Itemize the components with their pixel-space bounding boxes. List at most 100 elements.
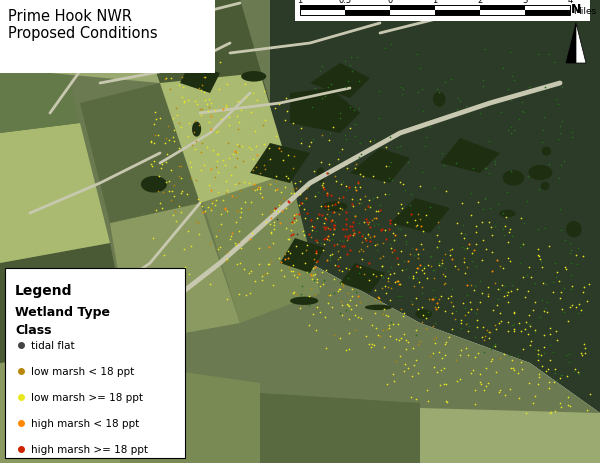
Point <box>406 250 415 258</box>
Point <box>411 357 421 364</box>
Point <box>311 237 320 244</box>
Point <box>445 251 455 259</box>
Point <box>441 381 451 388</box>
Point <box>296 125 305 132</box>
Point <box>463 328 473 335</box>
Point <box>246 199 256 206</box>
Point <box>161 135 171 143</box>
Point <box>169 138 179 145</box>
Point <box>346 62 355 69</box>
Point <box>573 244 583 252</box>
Point <box>554 175 563 182</box>
Point <box>533 246 543 253</box>
Point <box>319 224 329 231</box>
Point <box>297 250 307 257</box>
Point <box>153 61 163 68</box>
Point <box>337 146 347 154</box>
Point <box>505 49 514 56</box>
Point <box>582 298 592 305</box>
Point <box>215 59 225 67</box>
Point <box>289 288 299 295</box>
Point <box>386 245 395 253</box>
Point <box>265 244 274 251</box>
Point <box>458 300 468 307</box>
Point <box>544 384 553 392</box>
Polygon shape <box>250 144 310 184</box>
Point <box>196 149 206 156</box>
Point <box>234 180 244 188</box>
Point <box>385 271 395 279</box>
Point <box>421 325 430 332</box>
Point <box>289 272 298 280</box>
Point <box>236 107 246 115</box>
Point <box>153 132 163 139</box>
Point <box>317 212 327 219</box>
Point <box>352 161 361 169</box>
Point <box>251 143 260 150</box>
Point <box>359 219 368 226</box>
Point <box>265 221 275 228</box>
Point <box>375 298 385 306</box>
Point <box>483 379 493 387</box>
Point <box>458 244 467 251</box>
Point <box>484 334 494 342</box>
Point <box>568 129 577 137</box>
Point <box>215 227 224 234</box>
Point <box>424 262 433 269</box>
Point <box>300 197 310 204</box>
Point <box>236 209 245 217</box>
Point <box>400 258 409 265</box>
Point <box>518 99 527 106</box>
Point <box>545 356 555 363</box>
Text: 4: 4 <box>568 0 572 5</box>
Point <box>246 268 256 275</box>
Point <box>554 101 563 109</box>
Point <box>265 181 274 188</box>
Point <box>514 394 524 401</box>
Point <box>292 243 301 250</box>
Point <box>382 325 392 333</box>
Point <box>230 148 240 155</box>
Text: high marsh < 18 ppt: high marsh < 18 ppt <box>31 418 139 428</box>
Point <box>350 212 359 219</box>
Point <box>205 182 214 189</box>
Point <box>299 232 309 239</box>
Point <box>545 341 555 349</box>
Point <box>289 215 299 223</box>
Point <box>509 328 519 335</box>
Point <box>250 278 260 285</box>
Point <box>166 75 176 83</box>
Bar <box>435 11 480 16</box>
Point <box>481 246 491 254</box>
Point <box>363 221 373 229</box>
Point <box>574 300 584 308</box>
Point <box>206 166 216 173</box>
Point <box>292 274 302 282</box>
Text: high marsh >= 18 ppt: high marsh >= 18 ppt <box>31 444 148 454</box>
Point <box>176 175 186 182</box>
Point <box>506 130 515 137</box>
Point <box>412 223 421 230</box>
Point <box>291 216 301 224</box>
Point <box>184 97 193 105</box>
Point <box>148 235 158 243</box>
Point <box>573 369 583 376</box>
Point <box>175 54 184 62</box>
Point <box>356 171 365 179</box>
Point <box>315 68 325 75</box>
Point <box>214 128 223 135</box>
Point <box>413 210 423 218</box>
Point <box>328 217 337 224</box>
Point <box>577 307 586 314</box>
Polygon shape <box>0 244 130 363</box>
Point <box>334 285 344 293</box>
Point <box>362 243 371 250</box>
Point <box>307 139 316 147</box>
Point <box>354 247 364 255</box>
Point <box>275 219 285 227</box>
Point <box>415 279 424 287</box>
Point <box>326 192 335 199</box>
Point <box>463 308 473 316</box>
Point <box>385 241 394 248</box>
Point <box>370 233 379 240</box>
